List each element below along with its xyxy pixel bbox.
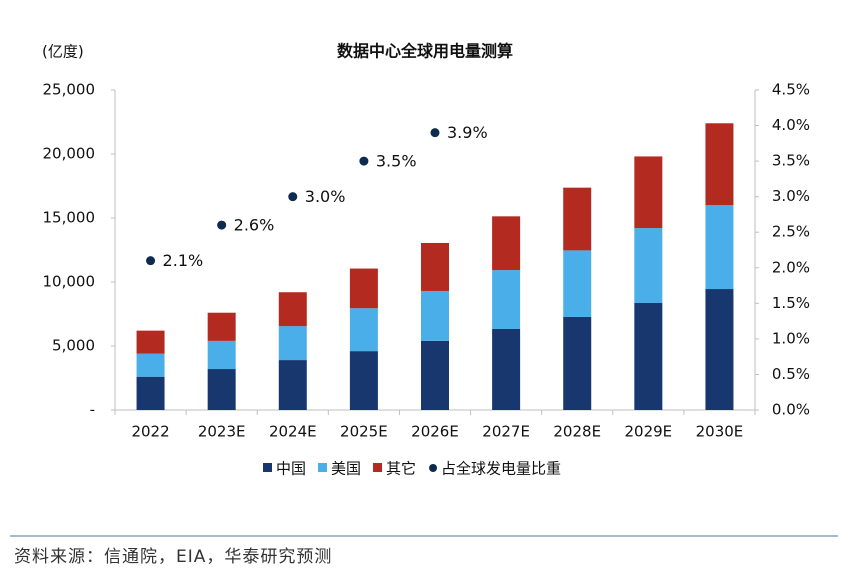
- bar: [634, 228, 663, 303]
- y2-tick-label: 3.0%: [772, 187, 810, 205]
- y2-tick-label: 3.5%: [772, 152, 810, 170]
- bar: [421, 340, 449, 410]
- y-tick-label: 15,000: [43, 209, 96, 227]
- point: [146, 256, 156, 266]
- bar: [492, 328, 521, 410]
- bar: [136, 376, 165, 410]
- bar: [705, 205, 734, 290]
- data-label: 2.1%: [163, 251, 204, 270]
- y-tick-label: 5,000: [52, 337, 95, 355]
- data-label: 3.5%: [376, 152, 417, 171]
- bar: [563, 250, 592, 317]
- x-tick-label: 2030E: [696, 423, 744, 441]
- bar: [136, 353, 165, 377]
- bar: [492, 216, 521, 271]
- x-tick-label: 2028E: [553, 423, 601, 441]
- point: [217, 220, 227, 230]
- bar: [207, 312, 236, 341]
- bar: [634, 302, 663, 410]
- bar: [278, 326, 307, 361]
- x-tick-label: 2029E: [625, 423, 673, 441]
- y-tick-label: 10,000: [43, 273, 96, 291]
- legend-label: 占全球发电量比重: [441, 460, 561, 478]
- bar: [705, 123, 734, 206]
- legend-label: 其它: [386, 460, 416, 478]
- legend-marker: [318, 463, 328, 472]
- legend-label: 美国: [331, 460, 361, 478]
- bar: [278, 292, 307, 327]
- bar: [349, 268, 378, 309]
- bar: [207, 369, 236, 410]
- point: [430, 128, 440, 138]
- bar: [421, 290, 449, 341]
- y2-tick-label: 4.0%: [772, 116, 810, 134]
- y2-tick-label: 2.5%: [772, 223, 810, 241]
- y2-tick-label: 0.5%: [772, 365, 810, 383]
- bar: [705, 289, 734, 410]
- bar: [492, 270, 521, 329]
- x-tick-label: 2024E: [269, 423, 317, 441]
- bar: [563, 316, 592, 410]
- bar: [563, 187, 592, 251]
- legend-marker: [263, 463, 272, 472]
- y-axis-unit: (亿度): [42, 43, 84, 61]
- y2-tick-label: 2.0%: [772, 258, 810, 276]
- data-label: 3.9%: [447, 123, 488, 142]
- bar: [278, 360, 307, 410]
- x-tick-label: 2023E: [198, 423, 246, 441]
- point: [288, 192, 298, 202]
- source-note: 资料来源：信通院，EIA，华泰研究预测: [14, 547, 332, 567]
- legend-marker: [429, 464, 438, 472]
- x-tick-label: 2025E: [340, 423, 388, 441]
- y-tick-label: -: [90, 401, 95, 419]
- y-tick-label: 25,000: [43, 81, 96, 99]
- y2-tick-label: 1.0%: [772, 329, 810, 347]
- y2-tick-label: 1.5%: [772, 294, 810, 312]
- x-tick-label: 2022: [131, 423, 169, 441]
- data-label: 3.0%: [305, 187, 346, 206]
- y-tick-label: 20,000: [43, 145, 96, 163]
- chart-title: 数据中心全球用电量测算: [337, 42, 513, 61]
- point: [359, 156, 369, 166]
- y2-tick-label: 4.5%: [772, 81, 810, 99]
- bar: [136, 330, 165, 354]
- x-tick-label: 2027E: [482, 423, 530, 441]
- x-tick-label: 2026E: [411, 423, 459, 441]
- bar: [349, 308, 378, 352]
- legend-marker: [373, 463, 383, 472]
- bar: [421, 242, 449, 291]
- bar: [349, 351, 378, 410]
- y2-tick-label: 0.0%: [772, 401, 810, 419]
- data-label: 2.6%: [234, 216, 275, 235]
- bar: [634, 156, 663, 229]
- legend-label: 中国: [276, 460, 306, 478]
- bar: [207, 340, 236, 370]
